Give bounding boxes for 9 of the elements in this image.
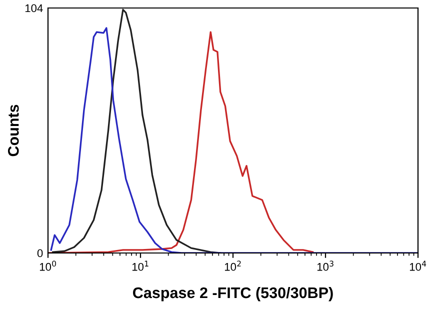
x-tick-label: 10$^{4}$: [410, 260, 426, 271]
x-tick-label: 10$^{0}$: [40, 260, 56, 271]
x-tick-label: 10$^{2}$: [224, 260, 241, 271]
x-tick-label: 10$^{1}$: [132, 260, 148, 271]
y-tick-label: 0: [37, 249, 43, 258]
y-axis-title: Counts: [8, 104, 19, 156]
y-tick-label: 104: [25, 4, 43, 12]
x-tick-label: 10$^{3}$: [317, 260, 334, 271]
x-axis-title: Caspase 2 -FITC (530/30BP): [133, 286, 333, 302]
